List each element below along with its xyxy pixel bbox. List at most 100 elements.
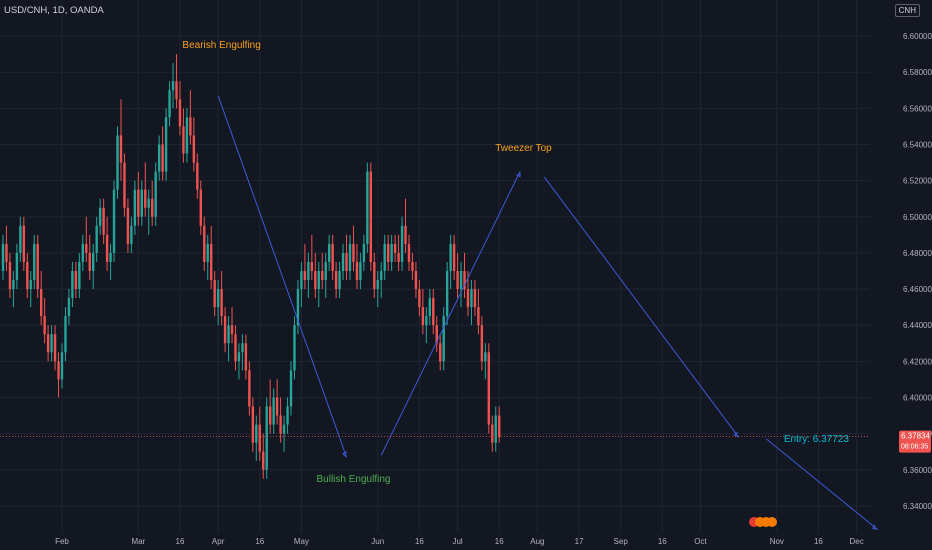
candle-body xyxy=(92,252,95,271)
trend-arrowhead xyxy=(515,171,521,178)
candle-body xyxy=(189,117,192,136)
candle-body xyxy=(112,189,116,253)
candle-body xyxy=(182,126,185,154)
candle-body xyxy=(484,352,487,362)
trend-line xyxy=(766,438,878,530)
candle-body xyxy=(268,406,272,425)
y-tick-label: 6.34000 xyxy=(903,502,932,511)
candle-body xyxy=(210,243,213,281)
candle-body xyxy=(345,252,348,271)
candle-body xyxy=(327,243,331,262)
candle-body xyxy=(57,361,60,380)
current-price-tag: 6.37834 08:06:35 xyxy=(899,430,931,453)
y-tick-label: 6.52000 xyxy=(903,177,932,186)
candle-body xyxy=(126,207,130,244)
trend-arrowhead xyxy=(733,431,739,438)
candle-body xyxy=(491,424,494,443)
candle-body xyxy=(130,225,133,244)
candle-body xyxy=(78,261,81,290)
events-indicator[interactable] xyxy=(749,517,777,527)
candle-body xyxy=(64,316,67,353)
symbol-title[interactable]: USD/CNH, 1D, OANDA xyxy=(4,5,104,16)
candle-body xyxy=(380,270,383,281)
candle-body xyxy=(265,406,268,470)
candle-body xyxy=(366,171,369,244)
candle-body xyxy=(439,343,442,362)
candle-body xyxy=(206,243,209,262)
x-tick-label: Sep xyxy=(614,537,629,546)
candles xyxy=(1,54,501,479)
countdown-label: 08:06:35 xyxy=(901,444,928,451)
candle-body xyxy=(307,261,310,281)
candle-body xyxy=(262,451,265,470)
candle-body xyxy=(157,144,161,172)
candle-body xyxy=(338,270,341,290)
candle-body xyxy=(109,252,112,262)
candle-body xyxy=(432,298,435,326)
y-tick-label: 6.54000 xyxy=(903,140,932,149)
currency-button[interactable]: CNH xyxy=(894,4,920,17)
candle-body xyxy=(341,252,345,271)
candle-body xyxy=(116,135,119,190)
x-tick-label: Apr xyxy=(212,537,225,546)
annotation-label: Entry: 6.37723 xyxy=(784,434,849,445)
y-tick-label: 6.42000 xyxy=(903,357,932,366)
current-price-label: 6.37834 xyxy=(901,432,930,441)
candle-body xyxy=(151,198,154,217)
candle-body xyxy=(303,270,307,281)
candle-body xyxy=(314,270,317,290)
candle-body xyxy=(144,189,147,208)
candle-body xyxy=(168,90,171,118)
candle-body xyxy=(255,424,258,443)
trend-line xyxy=(543,176,740,438)
y-tick-label: 6.60000 xyxy=(903,32,932,41)
candle-body xyxy=(428,298,432,317)
y-tick-label: 6.46000 xyxy=(903,285,932,294)
trend-arrowhead xyxy=(342,451,348,458)
candle-body xyxy=(185,117,189,154)
candle-body xyxy=(230,325,234,335)
candle-body xyxy=(477,307,480,326)
annotation-label: Tweezer Top xyxy=(495,143,552,154)
candle-body xyxy=(133,189,137,226)
candle-body xyxy=(407,243,411,262)
candle-body xyxy=(102,207,105,235)
candle-body xyxy=(196,162,199,190)
candle-body xyxy=(50,334,53,353)
y-tick-label: 6.48000 xyxy=(903,249,932,258)
x-tick-label: Nov xyxy=(770,537,784,546)
candle-body xyxy=(296,289,300,326)
candle-body xyxy=(15,252,19,281)
price-axis[interactable]: 6.340006.360006.380006.400006.420006.440… xyxy=(903,32,932,511)
candle-body xyxy=(310,261,314,271)
x-tick-label: Oct xyxy=(694,537,707,546)
candle-body xyxy=(161,144,164,172)
candle-body xyxy=(352,243,355,262)
candle-body xyxy=(244,343,248,371)
x-tick-label: May xyxy=(294,537,309,546)
candle-body xyxy=(321,270,324,281)
x-tick-label: Dec xyxy=(850,537,864,546)
y-tick-label: 6.36000 xyxy=(903,466,932,475)
y-tick-label: 6.40000 xyxy=(903,393,932,402)
candle-body xyxy=(331,243,334,271)
candle-body xyxy=(137,189,140,217)
candle-body xyxy=(386,243,390,262)
candle-body xyxy=(220,289,223,317)
candle-body xyxy=(8,261,12,290)
x-tick-label: Jul xyxy=(452,537,462,546)
candle-body xyxy=(227,325,230,344)
time-axis[interactable]: Feb Mar 16 Apr 16 May Jun 16 Jul 16 Aug 17 Sep 16 Oct N… xyxy=(55,537,864,546)
candle-body xyxy=(213,280,216,308)
candle-body xyxy=(282,424,286,434)
grid xyxy=(0,0,870,533)
annotations: Bearish Engulfing Tweezer Top Bullish Engu… xyxy=(182,40,849,485)
candle-body xyxy=(248,370,251,407)
candle-body xyxy=(119,135,123,163)
x-tick-label: Feb xyxy=(55,537,69,546)
trend-arrowhead xyxy=(871,524,878,530)
x-tick-label: Jun xyxy=(371,537,384,546)
x-tick-label: Mar xyxy=(131,537,145,546)
